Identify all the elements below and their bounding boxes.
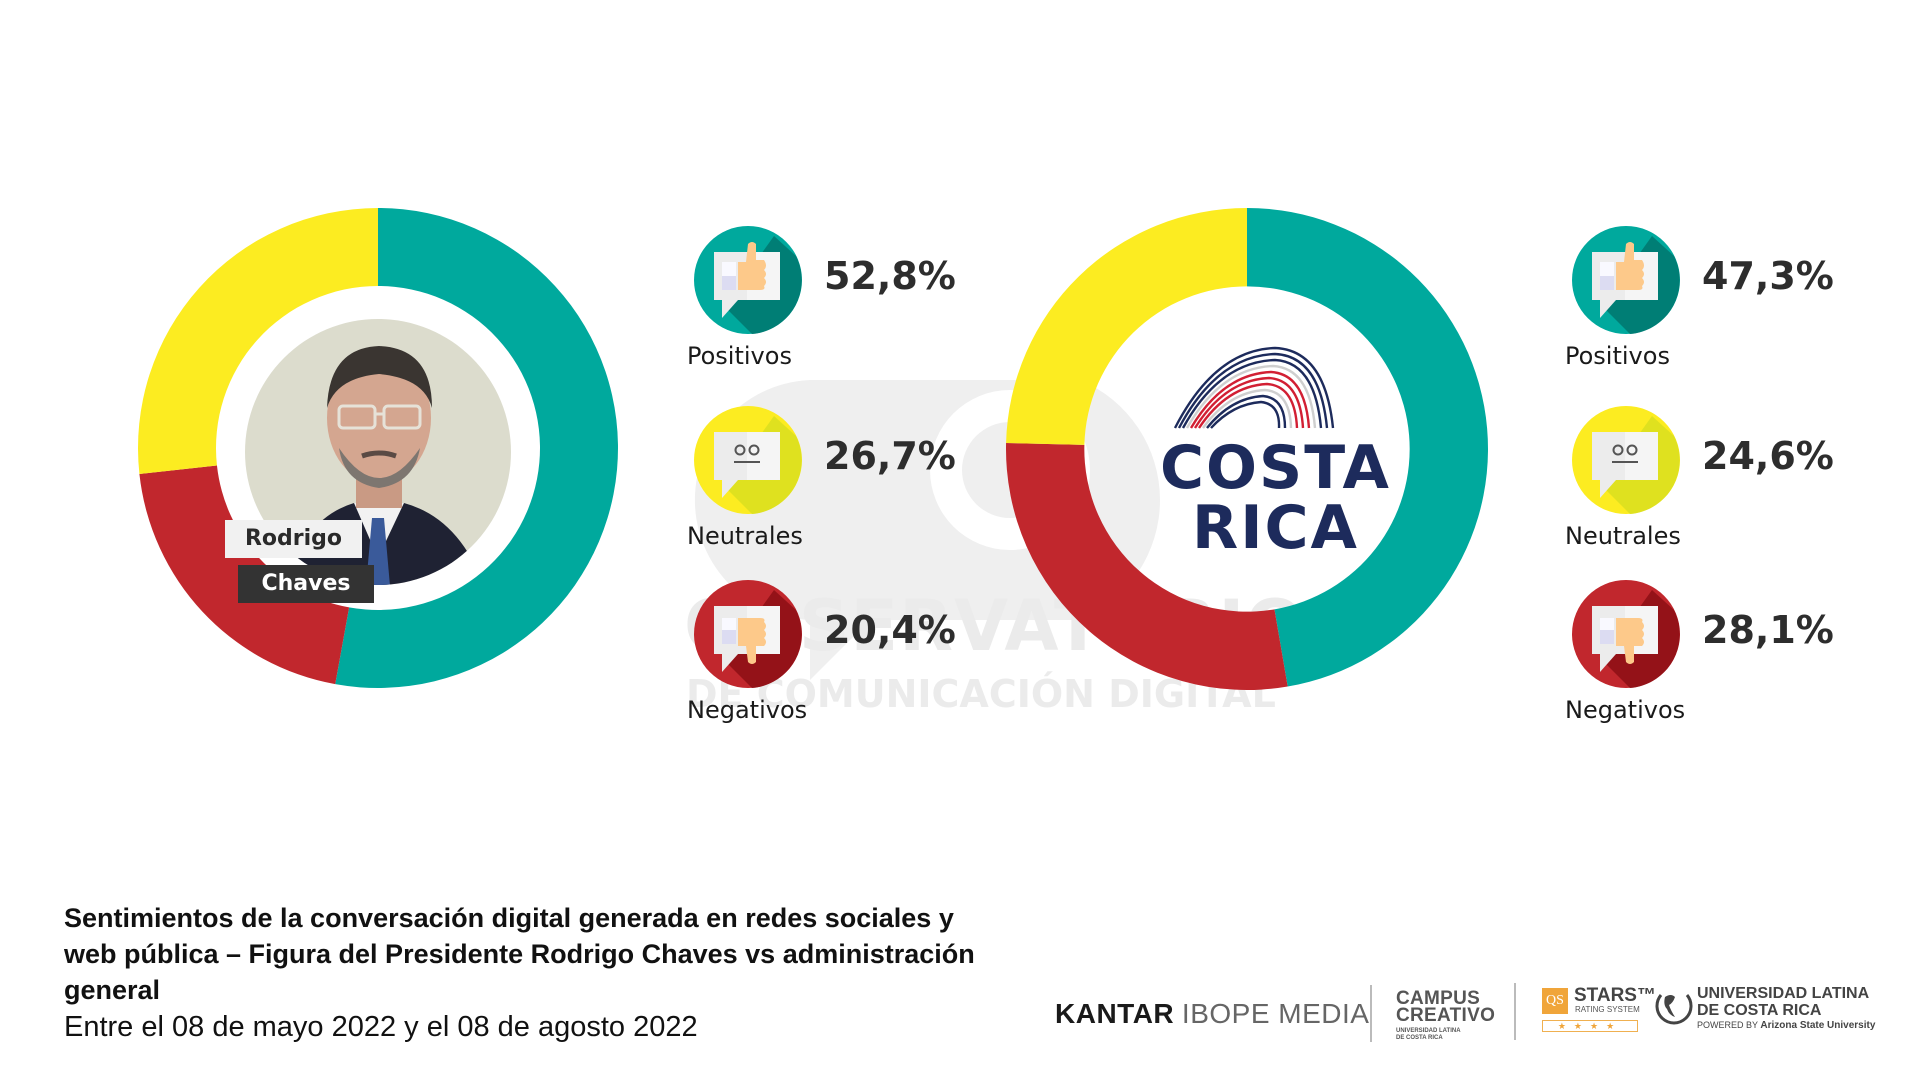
kantar-logo-light: IBOPE MEDIA bbox=[1181, 998, 1370, 1029]
donut-segment-neutrales bbox=[1006, 208, 1247, 445]
campus-sub2: DE COSTA RICA bbox=[1396, 1035, 1443, 1041]
figure-caption: Sentimientos de la conversación digital … bbox=[64, 900, 1044, 1046]
donut-segment-neutrales bbox=[138, 208, 378, 474]
neutral-face-icon bbox=[694, 406, 802, 514]
costa-rica-logo-line2: RICA bbox=[1192, 493, 1359, 563]
campus-line2: CREATIVO bbox=[1396, 1005, 1496, 1026]
asu-label: Arizona State University bbox=[1760, 1020, 1876, 1031]
kantar-ibope-media-logo: KANTAR IBOPE MEDIA bbox=[1055, 998, 1369, 1030]
name-tag-first: Rodrigo bbox=[225, 520, 362, 558]
kantar-logo-bold: KANTAR bbox=[1055, 998, 1175, 1029]
legend-value: 47,3% bbox=[1702, 254, 1834, 298]
donut-segment-negativos bbox=[1005, 442, 1288, 690]
campus-line1: CAMPUS bbox=[1396, 988, 1481, 1009]
legend-value: 20,4% bbox=[824, 608, 956, 652]
legend-value: 24,6% bbox=[1702, 434, 1834, 478]
campus-sub1: UNIVERSIDAD LATINA bbox=[1396, 1028, 1461, 1034]
thumbs-up-icon bbox=[1572, 226, 1680, 334]
powered-by-label: POWERED BY bbox=[1697, 1020, 1758, 1030]
legend-label: Positivos bbox=[687, 342, 792, 370]
legend-value: 26,7% bbox=[824, 434, 956, 478]
thumbs-down-icon bbox=[1572, 580, 1680, 688]
globe-icon bbox=[1655, 994, 1693, 1025]
legend-label: Negativos bbox=[1565, 696, 1686, 724]
legend-item-positivos-left: 52,8% Positivos bbox=[687, 226, 994, 376]
caption-title: Sentimientos de la conversación digital … bbox=[64, 903, 975, 1005]
qs-badge: QS bbox=[1542, 988, 1568, 1014]
name-tag-last: Chaves bbox=[238, 565, 374, 603]
donut-chart-administracion bbox=[1005, 208, 1489, 690]
star-rating-icon: ★★★★ bbox=[1542, 1020, 1638, 1032]
legend-item-neutrales-right: 24,6% Neutrales bbox=[1565, 406, 1872, 556]
costa-rica-brand-logo-icon bbox=[1173, 346, 1335, 429]
legend-label: Neutrales bbox=[1565, 522, 1681, 550]
neutral-face-icon bbox=[1572, 406, 1680, 514]
ulatina-line1: UNIVERSIDAD LATINA bbox=[1697, 985, 1870, 1002]
campus-creativo-logo: CAMPUS CREATIVO UNIVERSIDAD LATINA DE CO… bbox=[1396, 988, 1496, 1042]
logo-divider bbox=[1514, 983, 1516, 1040]
legend-label: Negativos bbox=[687, 696, 808, 724]
logo-divider bbox=[1370, 985, 1372, 1042]
caption-date-range: Entre el 08 de mayo 2022 y el 08 de agos… bbox=[64, 1011, 698, 1043]
ulatina-powered-by: POWERED BY Arizona State University bbox=[1697, 1020, 1875, 1031]
legend-item-neutrales-left: 26,7% Neutrales bbox=[687, 406, 994, 556]
thumbs-down-icon bbox=[694, 580, 802, 688]
thumbs-up-icon bbox=[694, 226, 802, 334]
donut-segment-positivos bbox=[335, 208, 618, 688]
legend-value: 28,1% bbox=[1702, 608, 1834, 652]
legend-item-positivos-right: 47,3% Positivos bbox=[1565, 226, 1872, 376]
ulatina-line2: DE COSTA RICA bbox=[1697, 1002, 1822, 1019]
legend-item-negativos-left: 20,4% Negativos bbox=[687, 580, 994, 730]
legend-label: Positivos bbox=[1565, 342, 1670, 370]
qs-rating-system: RATING SYSTEM bbox=[1575, 1005, 1640, 1014]
legend-value: 52,8% bbox=[824, 254, 956, 298]
legend-item-negativos-right: 28,1% Negativos bbox=[1565, 580, 1872, 730]
donut-segment-positivos bbox=[1247, 208, 1489, 687]
costa-rica-logo-line1: COSTA bbox=[1160, 433, 1391, 503]
qs-stars-title: STARS™ bbox=[1574, 985, 1656, 1006]
legend-label: Neutrales bbox=[687, 522, 803, 550]
